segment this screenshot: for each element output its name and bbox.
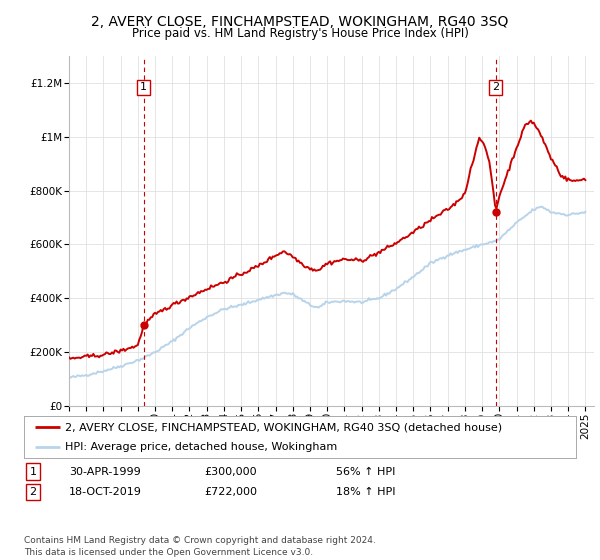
Text: £300,000: £300,000 [204,466,257,477]
Text: £722,000: £722,000 [204,487,257,497]
Text: HPI: Average price, detached house, Wokingham: HPI: Average price, detached house, Woki… [65,442,338,452]
Text: 1: 1 [29,466,37,477]
Text: 18% ↑ HPI: 18% ↑ HPI [336,487,395,497]
Text: 2: 2 [29,487,37,497]
Text: 30-APR-1999: 30-APR-1999 [69,466,141,477]
Text: 18-OCT-2019: 18-OCT-2019 [69,487,142,497]
Text: 2, AVERY CLOSE, FINCHAMPSTEAD, WOKINGHAM, RG40 3SQ (detached house): 2, AVERY CLOSE, FINCHAMPSTEAD, WOKINGHAM… [65,422,503,432]
Text: 1: 1 [140,82,147,92]
Text: 2, AVERY CLOSE, FINCHAMPSTEAD, WOKINGHAM, RG40 3SQ: 2, AVERY CLOSE, FINCHAMPSTEAD, WOKINGHAM… [91,15,509,29]
Text: 56% ↑ HPI: 56% ↑ HPI [336,466,395,477]
Text: 2: 2 [492,82,499,92]
Text: Price paid vs. HM Land Registry's House Price Index (HPI): Price paid vs. HM Land Registry's House … [131,27,469,40]
Text: Contains HM Land Registry data © Crown copyright and database right 2024.
This d: Contains HM Land Registry data © Crown c… [24,536,376,557]
